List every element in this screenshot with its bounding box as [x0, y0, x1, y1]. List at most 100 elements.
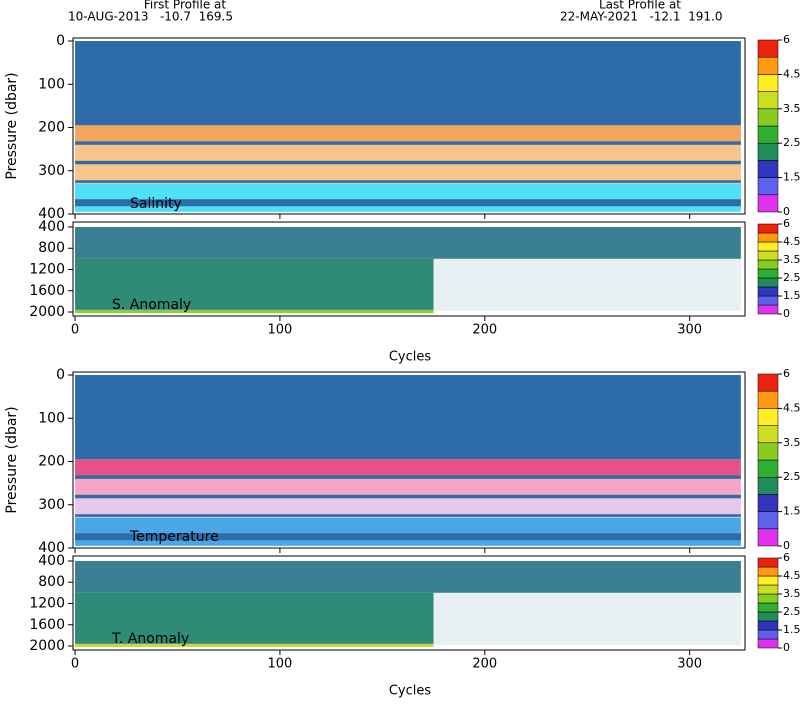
- data-region: [75, 478, 741, 499]
- y-tick-label: 400: [38, 206, 65, 222]
- colorbar-segment: [757, 575, 779, 586]
- y-tick-label: 200: [38, 120, 65, 136]
- colorbar-segment: [757, 277, 779, 288]
- data-region: [75, 160, 741, 165]
- colorbar-tick-label: 0: [783, 641, 790, 654]
- panel-label: S. Anomaly: [112, 297, 191, 313]
- y-tick-label: 800: [38, 240, 65, 256]
- colorbar-segment: [757, 108, 779, 127]
- colorbar-segment: [757, 557, 779, 568]
- y-tick-label: 400: [38, 540, 65, 556]
- colorbar-tick-label: 3.5: [783, 102, 800, 115]
- colorbar-segment: [757, 566, 779, 577]
- colorbar-segment: [757, 638, 779, 649]
- colorbar-segment: [757, 425, 779, 444]
- data-region: [433, 258, 741, 311]
- colorbar-tick-label: 2.5: [783, 271, 800, 284]
- y-tick-label: 1600: [29, 617, 65, 633]
- data-region: [75, 592, 434, 644]
- colorbar-segment: [757, 39, 779, 58]
- data-region: [75, 199, 741, 207]
- colorbar-segment: [757, 232, 779, 243]
- colorbar-tick-label: 6: [783, 367, 790, 380]
- colorbar-segment: [757, 56, 779, 75]
- colorbar-segment: [757, 295, 779, 306]
- y-tick-label: 0: [56, 367, 65, 383]
- colorbar-tick-label: 4.5: [783, 67, 800, 80]
- colorbar-tick-label: 6: [783, 551, 790, 564]
- colorbar-segment: [757, 602, 779, 613]
- colorbar-tick-label: 4.5: [783, 401, 800, 414]
- colorbar-segment: [757, 91, 779, 110]
- data-region: [75, 643, 434, 648]
- colorbar-segment: [757, 160, 779, 178]
- colorbar-segment: [757, 304, 779, 315]
- colorbar-segment: [757, 620, 779, 631]
- colorbar-tick-label: 0: [783, 539, 790, 552]
- data-region: [75, 514, 741, 517]
- panel-label: Temperature: [129, 529, 219, 545]
- colorbar-segment: [757, 584, 779, 595]
- colorbar-tick-label: 2.5: [783, 136, 800, 149]
- colorbar-tick-label: 1.5: [783, 289, 800, 302]
- data-region: [75, 517, 741, 546]
- colorbar-tick-label: 1.5: [783, 505, 800, 518]
- x-tick-label: 200: [472, 323, 497, 338]
- colorbar-segment: [757, 241, 779, 252]
- colorbar-segment: [757, 494, 779, 512]
- colorbar-tick-label: 4.5: [783, 569, 800, 582]
- y-tick-label: 300: [38, 163, 65, 179]
- data-region: [75, 494, 741, 499]
- first-info: 10-AUG-2013 -10.7 169.5: [68, 10, 233, 24]
- plot-frame: [72, 221, 746, 317]
- data-region: [433, 592, 741, 645]
- colorbar-segment: [757, 142, 779, 161]
- y-tick-label: 2000: [29, 304, 65, 320]
- colorbar-segment: [757, 125, 779, 144]
- colorbar-segment: [757, 442, 779, 461]
- colorbar-segment: [757, 629, 779, 640]
- x-tick-label: 100: [268, 323, 293, 338]
- data-region: [75, 560, 741, 593]
- colorbar-segment: [757, 250, 779, 261]
- y-tick-label: 200: [38, 454, 65, 470]
- y-tick-label: 400: [38, 219, 65, 235]
- colorbar-tick-label: 2.5: [783, 470, 800, 483]
- colorbar-tick-label: 3.5: [783, 587, 800, 600]
- y-tick-label: 800: [38, 574, 65, 590]
- data-region: [75, 459, 741, 479]
- colorbar-tick-label: 3.5: [783, 253, 800, 266]
- last-title: Last Profile at: [599, 0, 681, 12]
- colorbar-segment: [757, 408, 779, 426]
- data-region: [75, 533, 741, 541]
- x-tick-label: 0: [71, 323, 79, 338]
- data-region: [75, 125, 741, 145]
- data-region: [75, 375, 741, 460]
- y-tick-label: 2000: [29, 638, 65, 654]
- x-axis-label: Cycles: [389, 684, 432, 699]
- colorbar-tick-label: 1.5: [783, 171, 800, 184]
- colorbar-segment: [757, 259, 779, 270]
- plot-frame: [72, 555, 746, 651]
- y-tick-label: 1200: [29, 262, 65, 278]
- colorbar-segment: [757, 528, 779, 547]
- data-region: [75, 498, 741, 518]
- colorbar-tick-label: 3.5: [783, 436, 800, 449]
- colorbar-tick-label: 2.5: [783, 605, 800, 618]
- colorbar-segment: [757, 286, 779, 297]
- last-info: 22-MAY-2021 -12.1 191.0: [560, 10, 722, 24]
- data-region: [75, 141, 741, 145]
- data-region: [75, 309, 434, 314]
- colorbar-segment: [757, 611, 779, 622]
- y-tick-label: 100: [38, 76, 65, 92]
- colorbar-segment: [757, 459, 779, 478]
- x-tick-label: 300: [677, 323, 702, 338]
- y-tick-label: 100: [38, 410, 65, 426]
- data-region: [75, 226, 741, 259]
- x-tick-label: 0: [71, 657, 79, 672]
- colorbar-segment: [757, 268, 779, 279]
- data-region: [75, 180, 741, 183]
- x-tick-label: 200: [472, 657, 497, 672]
- x-axis-label: Cycles: [389, 350, 432, 365]
